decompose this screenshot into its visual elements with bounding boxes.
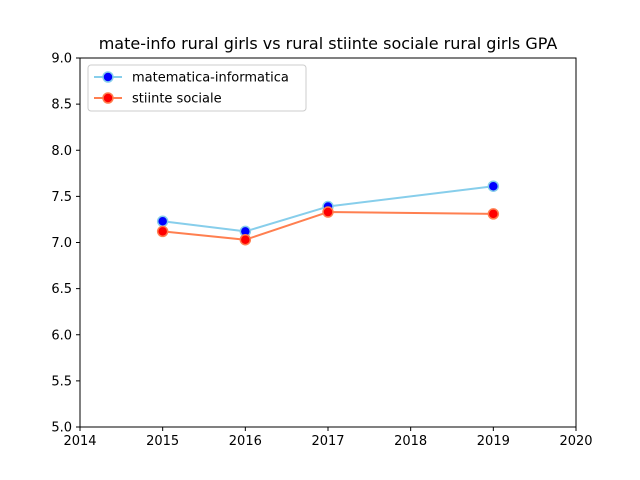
series-line-2 [161,211,495,241]
data-point-2 [487,208,500,220]
y-tick-label: 6.0 [51,328,72,343]
data-point-1 [156,215,169,228]
plot-area: 2014 2015 2016 2017 2018 2019 2020 5.0 5.5 6.0 6.5… [51,52,592,450]
x-tick-label: 2019 [477,434,510,449]
y-tick-label: 9.0 [51,52,72,67]
series-line-1 [161,185,495,233]
legend-box [87,64,307,112]
y-tick-label: 8.0 [51,144,72,159]
y-tick-label: 7.5 [51,190,72,205]
y-tick-label: 6.5 [51,282,72,297]
legend-label-1: matematica-informatica [132,71,289,86]
x-tick-label: 2020 [559,434,592,449]
x-tick-label: 2016 [229,434,262,449]
x-tick-label: 2018 [394,434,427,449]
data-point-2 [156,225,169,238]
y-tick-label: 5.0 [51,421,72,436]
data-point-1 [487,180,500,192]
y-tick-label: 5.5 [51,374,72,389]
data-point-2 [322,206,334,218]
y-tick-label: 7.0 [51,236,72,251]
y-tick-label: 8.5 [51,98,72,113]
legend-marker-1 [102,71,114,83]
axes-frame [79,57,577,428]
legend-label-2: stiinte sociale [132,92,222,107]
legend-marker-2 [102,92,114,104]
x-tick-label: 2017 [311,434,344,449]
chart-title: mate-info rural girls vs rural stiinte s… [99,34,558,53]
x-tick-label: 2014 [63,434,96,449]
data-point-2 [239,233,252,246]
x-tick-label: 2015 [146,434,179,449]
